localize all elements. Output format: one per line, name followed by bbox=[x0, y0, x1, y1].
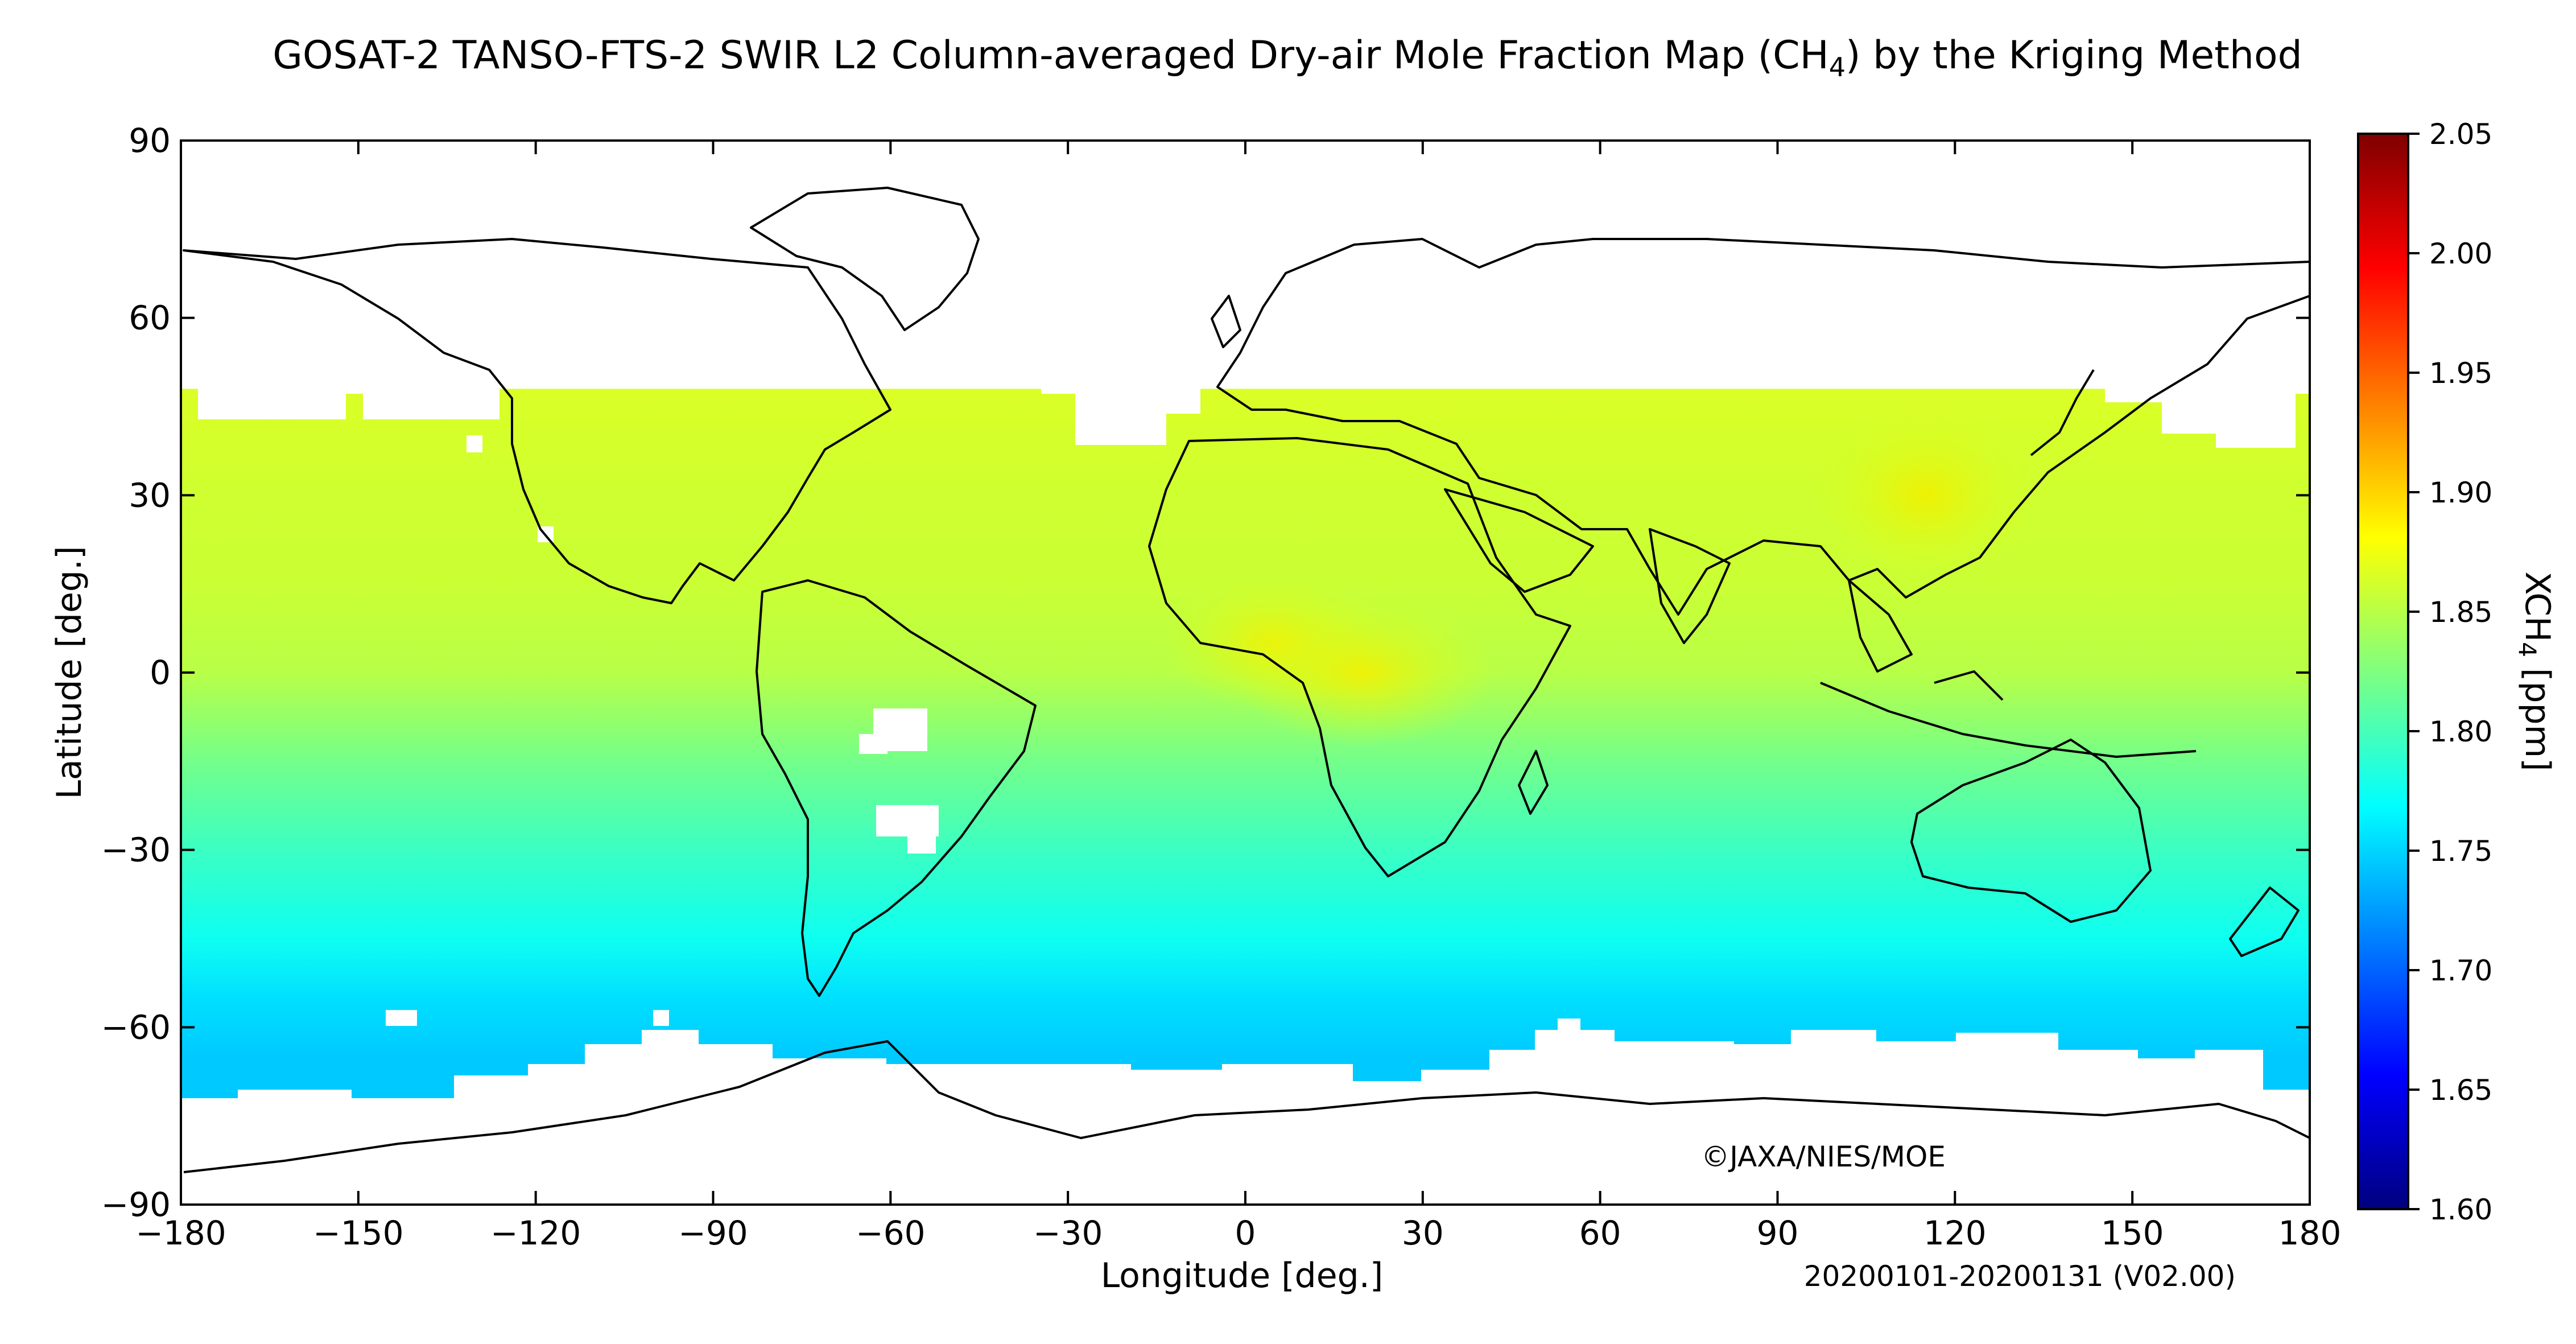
x-tick-label: −60 bbox=[856, 1214, 925, 1252]
x-axis: −180 −150 −120 −90 −60 −30 0 30 60 90 120 150 180 bbox=[135, 141, 2341, 1252]
coast-greenland bbox=[750, 187, 980, 331]
colorbar-ticks: 2.05 2.00 1.95 1.90 1.85 1.80 1.75 1.70 1.65 1.60 bbox=[2408, 118, 2492, 1226]
x-tick-label: 0 bbox=[1235, 1214, 1256, 1252]
coast-north-america bbox=[183, 238, 891, 604]
no-data-south bbox=[181, 1010, 2310, 1205]
coast-uk bbox=[1211, 295, 1241, 348]
coast-antarctica bbox=[183, 1040, 2310, 1173]
y-tick-label: 90 bbox=[129, 121, 171, 160]
coast-new-zealand bbox=[2229, 887, 2300, 957]
colorbar-tick-label: 1.70 bbox=[2429, 954, 2492, 987]
colorbar-tick-label: 1.75 bbox=[2429, 835, 2492, 868]
colorbar-tick-label: 2.05 bbox=[2429, 118, 2492, 151]
x-tick-label: −90 bbox=[678, 1214, 748, 1252]
coast-africa bbox=[1148, 437, 1571, 877]
x-tick-label: −150 bbox=[313, 1214, 403, 1252]
coast-south-america bbox=[756, 579, 1037, 997]
chart-title: GOSAT-2 TANSO-FTS-2 SWIR L2 Column-avera… bbox=[273, 33, 2302, 83]
y-tick-label: 30 bbox=[129, 476, 171, 514]
x-tick-label: −120 bbox=[490, 1214, 581, 1252]
coastlines bbox=[183, 187, 2310, 1173]
x-tick-label: 180 bbox=[2278, 1214, 2342, 1252]
y-tick-label: 60 bbox=[129, 299, 171, 337]
coast-eurasia bbox=[1216, 238, 2310, 616]
y-axis: 90 60 30 0 −30 −60 −90 bbox=[101, 121, 2310, 1224]
period-text: 20200101-20200131 (V02.00) bbox=[1804, 1260, 2236, 1293]
colorbar-tick-label: 1.60 bbox=[2429, 1193, 2492, 1226]
x-tick-label: 90 bbox=[1757, 1214, 1799, 1252]
colorbar-label: XCH4 [ppm] bbox=[2513, 572, 2557, 772]
y-tick-label: −30 bbox=[101, 831, 171, 869]
colorbar-tick-label: 1.65 bbox=[2429, 1074, 2492, 1107]
copyright-text: ©JAXA/NIES/MOE bbox=[1701, 1140, 1946, 1173]
x-axis-label: Longitude [deg.] bbox=[1101, 1256, 1383, 1296]
coast-arabia bbox=[1444, 488, 1594, 593]
y-tick-label: −60 bbox=[101, 1008, 171, 1046]
y-tick-label: −90 bbox=[101, 1185, 171, 1224]
coast-australia bbox=[1910, 739, 2152, 923]
no-data-south-america bbox=[859, 708, 939, 854]
no-data-north bbox=[181, 368, 2310, 542]
coast-japan bbox=[2030, 369, 2095, 456]
x-tick-label: −30 bbox=[1033, 1214, 1103, 1252]
hotspot-central-africa bbox=[1232, 599, 1495, 747]
coast-indonesia bbox=[1820, 670, 2197, 758]
x-tick-label: 150 bbox=[2101, 1214, 2164, 1252]
map-area bbox=[181, 141, 2310, 1205]
x-tick-label: −180 bbox=[135, 1214, 226, 1252]
x-tick-label: 120 bbox=[1923, 1214, 1987, 1252]
x-tick-label: 60 bbox=[1579, 1214, 1621, 1252]
y-tick-label: 0 bbox=[150, 653, 171, 692]
colorbar-tick-label: 1.90 bbox=[2429, 476, 2492, 509]
y-axis-label: Latitude [deg.] bbox=[49, 546, 89, 799]
coast-india bbox=[1649, 528, 1731, 644]
colorbar-tick-label: 1.95 bbox=[2429, 357, 2492, 390]
x-tick-label: 30 bbox=[1402, 1214, 1444, 1252]
coast-madagascar bbox=[1518, 750, 1549, 815]
colorbar-tick-label: 2.00 bbox=[2429, 237, 2492, 270]
colorbar-tick-label: 1.85 bbox=[2429, 596, 2492, 629]
hotspot-eastern-china bbox=[1811, 410, 2040, 581]
coast-southeast-asia bbox=[1848, 579, 1913, 673]
colorbar-tick-label: 1.80 bbox=[2429, 715, 2492, 748]
colorbar bbox=[2357, 133, 2409, 1210]
